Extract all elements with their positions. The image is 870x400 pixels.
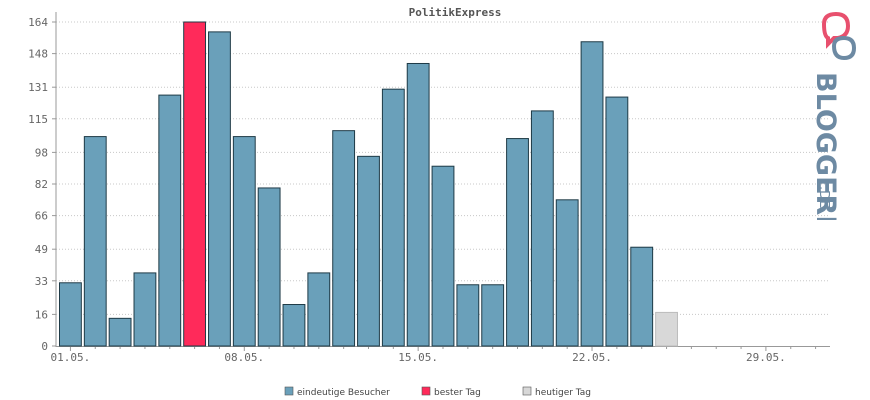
y-tick-label: 98 bbox=[35, 146, 48, 159]
legend-swatch bbox=[421, 386, 431, 396]
bar bbox=[630, 246, 654, 347]
x-tick-label: 29.05. bbox=[746, 351, 786, 364]
bar bbox=[307, 272, 331, 347]
bar bbox=[530, 110, 554, 347]
y-tick-label: 148 bbox=[28, 48, 48, 61]
bars bbox=[59, 21, 678, 347]
bar bbox=[133, 272, 157, 347]
x-tick-label: 22.05. bbox=[572, 351, 612, 364]
bloggerei-logo-suffix: .DE bbox=[816, 186, 831, 208]
y-tick-label: 49 bbox=[35, 243, 48, 256]
y-tick-label: 115 bbox=[28, 113, 48, 126]
y-tick-label: 16 bbox=[35, 308, 48, 321]
bar bbox=[381, 88, 405, 347]
bar bbox=[481, 284, 505, 347]
bar bbox=[605, 96, 629, 347]
y-tick-label: 33 bbox=[35, 275, 48, 288]
bar-best-day bbox=[183, 21, 207, 347]
bar bbox=[158, 94, 182, 347]
x-tick-label: 01.05. bbox=[51, 351, 91, 364]
legend-label: eindeutige Besucher bbox=[297, 388, 390, 398]
bloggerei-logo-icon bbox=[821, 11, 857, 61]
y-tick-label: 82 bbox=[35, 178, 48, 191]
bar bbox=[555, 199, 579, 347]
bar bbox=[506, 138, 529, 347]
bar bbox=[257, 187, 281, 347]
legend-label: heutiger Tag bbox=[535, 388, 591, 398]
y-tick-label: 131 bbox=[28, 81, 48, 94]
bar bbox=[59, 282, 82, 347]
legend-label: bester Tag bbox=[434, 388, 481, 398]
bloggerei-logo-text: BLOGGEREI bbox=[810, 72, 841, 220]
legend: eindeutige Besucher bester Tag heutiger Ta… bbox=[284, 386, 591, 398]
bar bbox=[282, 304, 306, 347]
bar bbox=[357, 155, 380, 347]
y-tick-label: 164 bbox=[28, 16, 48, 29]
chart-title: PolitikExpress bbox=[409, 6, 502, 19]
bar bbox=[332, 130, 356, 347]
bloggerei-logo: BLOGGEREI .DE bbox=[810, 11, 857, 220]
bar bbox=[232, 136, 256, 347]
x-tick-label: 15.05. bbox=[398, 351, 438, 364]
y-axis: 0 16 33 49 66 82 98 115 131 148 164 bbox=[28, 12, 57, 353]
bar bbox=[208, 31, 231, 347]
bar bbox=[431, 165, 455, 347]
bar bbox=[83, 136, 107, 347]
legend-swatch bbox=[284, 386, 294, 396]
legend-swatch bbox=[522, 386, 532, 396]
y-tick-label: 66 bbox=[35, 210, 48, 223]
bar bbox=[406, 62, 430, 347]
x-axis: 01.05. 08.05. 15.05. 22.05. 29.05. bbox=[51, 346, 830, 364]
x-tick-label: 08.05. bbox=[224, 351, 264, 364]
bar bbox=[580, 41, 604, 347]
bar bbox=[456, 284, 480, 347]
bar-today bbox=[655, 311, 678, 347]
bar bbox=[108, 317, 132, 347]
y-tick-label: 0 bbox=[41, 340, 48, 353]
